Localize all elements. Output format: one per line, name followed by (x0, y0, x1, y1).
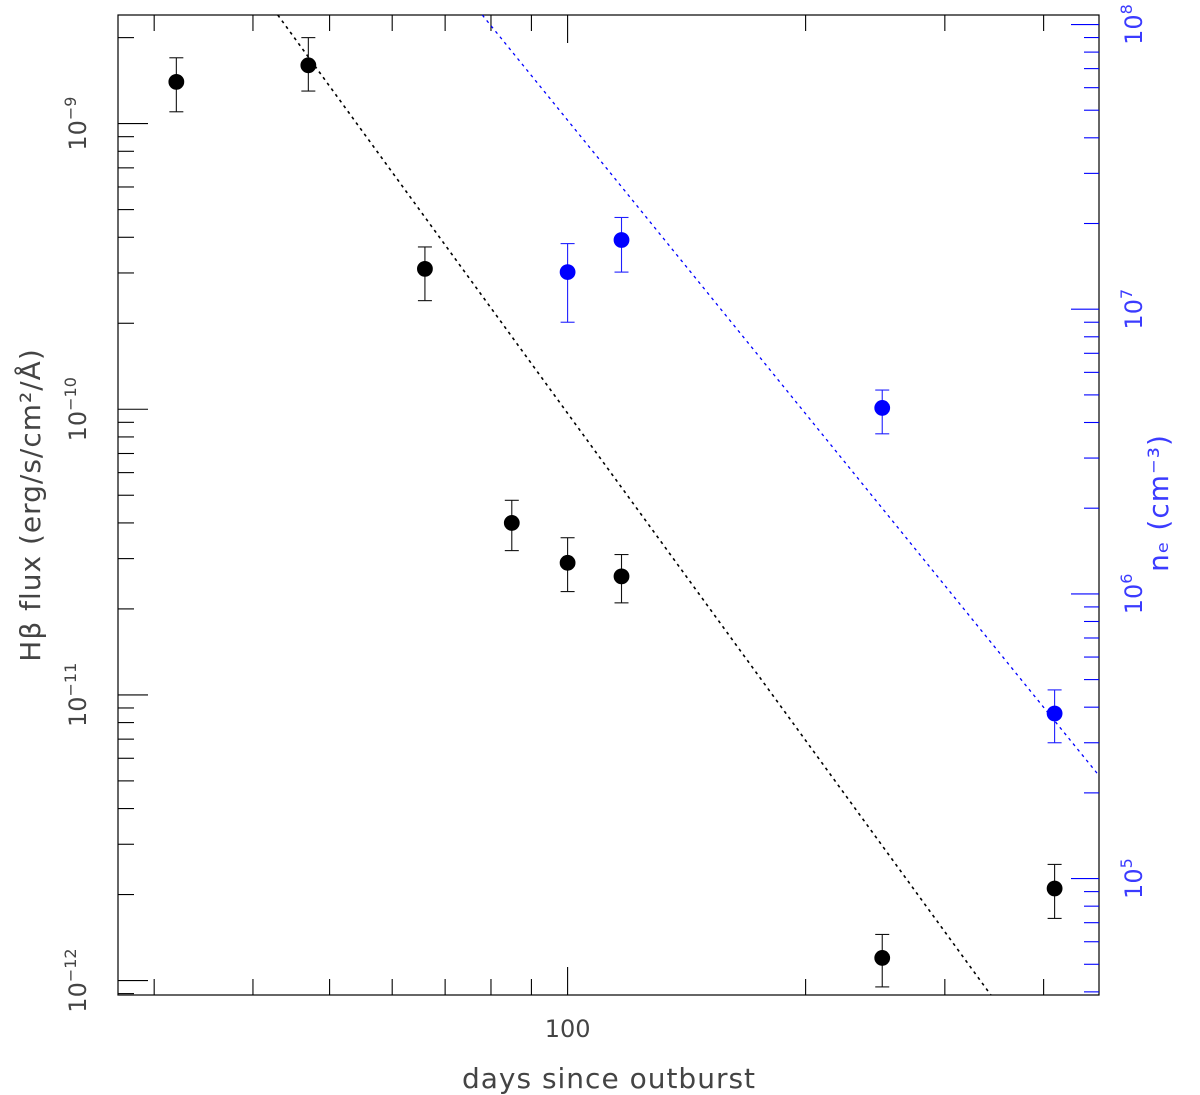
y2-tick-label: 106 (1117, 574, 1148, 615)
flux-point (300, 57, 317, 74)
x-axis-title: days since outburst (462, 1062, 756, 1095)
y-axis-title: Hβ flux (erg/s/cm²/Å) (13, 348, 47, 661)
y2-axis-ticks (1071, 23, 1099, 993)
flux-point (1046, 880, 1063, 897)
density-point (874, 400, 891, 416)
y2-tick-label: 107 (1117, 289, 1148, 330)
y-axis-ticks (118, 37, 148, 995)
flux-point (559, 554, 576, 571)
x-tick-label: 100 (545, 1015, 591, 1043)
fit-lines (277, 14, 1100, 996)
y-tick-label: 10−12 (61, 948, 92, 1012)
y-tick-label: 10−11 (61, 663, 92, 727)
density-point (1046, 705, 1063, 722)
plot-frame (117, 14, 1100, 996)
density-fit-line (481, 14, 1100, 777)
flux-point (874, 950, 891, 966)
flux-point (417, 260, 433, 277)
flux-point (503, 515, 520, 531)
data-points (168, 57, 1063, 966)
y2-tick-label: 105 (1117, 858, 1148, 899)
y-tick-label: 10−9 (61, 97, 92, 151)
flux-point (168, 73, 185, 90)
y2-tick-label: 108 (1117, 4, 1148, 45)
flux-fit-line (277, 14, 992, 996)
x-axis-ticks (153, 15, 1045, 995)
x-tick-labels: 100 (545, 1015, 591, 1043)
y2-axis-title: nₑ (cm⁻³) (1142, 434, 1175, 572)
density-point (613, 232, 630, 248)
y-tick-labels: 10−12 10−11 10−10 10−9 (61, 97, 92, 1013)
y-tick-label: 10−10 (61, 377, 92, 441)
flux-point (613, 568, 630, 585)
density-point (559, 264, 576, 280)
y2-tick-labels: 105 106 107 108 (1117, 4, 1148, 899)
